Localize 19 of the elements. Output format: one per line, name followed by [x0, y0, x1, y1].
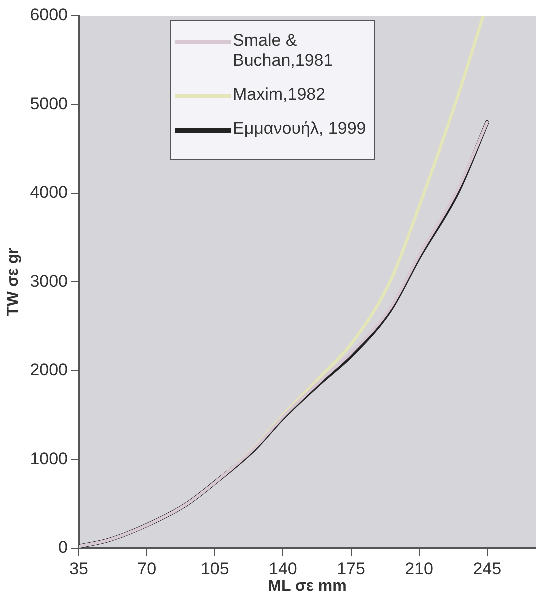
x-tick-label: 210	[405, 559, 434, 578]
x-tick-label: 175	[337, 559, 366, 578]
y-tick-label: 5000	[30, 94, 68, 114]
y-tick-label: 3000	[30, 272, 68, 291]
y-tick-label: 2000	[30, 360, 68, 380]
x-tick-label: 35	[70, 559, 88, 578]
legend-label: Smale & Buchan,1981	[233, 31, 334, 71]
x-tick-label: 245	[473, 559, 502, 578]
y-tick-label: 1000	[30, 449, 68, 468]
x-tick-label: 105	[200, 559, 230, 578]
y-axis-title: TW σε gr	[5, 248, 22, 316]
x-tick-label: 70	[138, 559, 157, 578]
y-tick-label: 6000	[30, 6, 68, 25]
legend-label: Maxim,1982	[233, 85, 326, 105]
x-tick-label: 140	[269, 559, 298, 578]
legend-label: Εμμανουήλ, 1999	[233, 119, 366, 139]
x-axis-title: ML σε mm	[268, 578, 347, 595]
y-tick-label: 0	[58, 538, 68, 558]
y-tick-label: 4000	[30, 183, 68, 202]
